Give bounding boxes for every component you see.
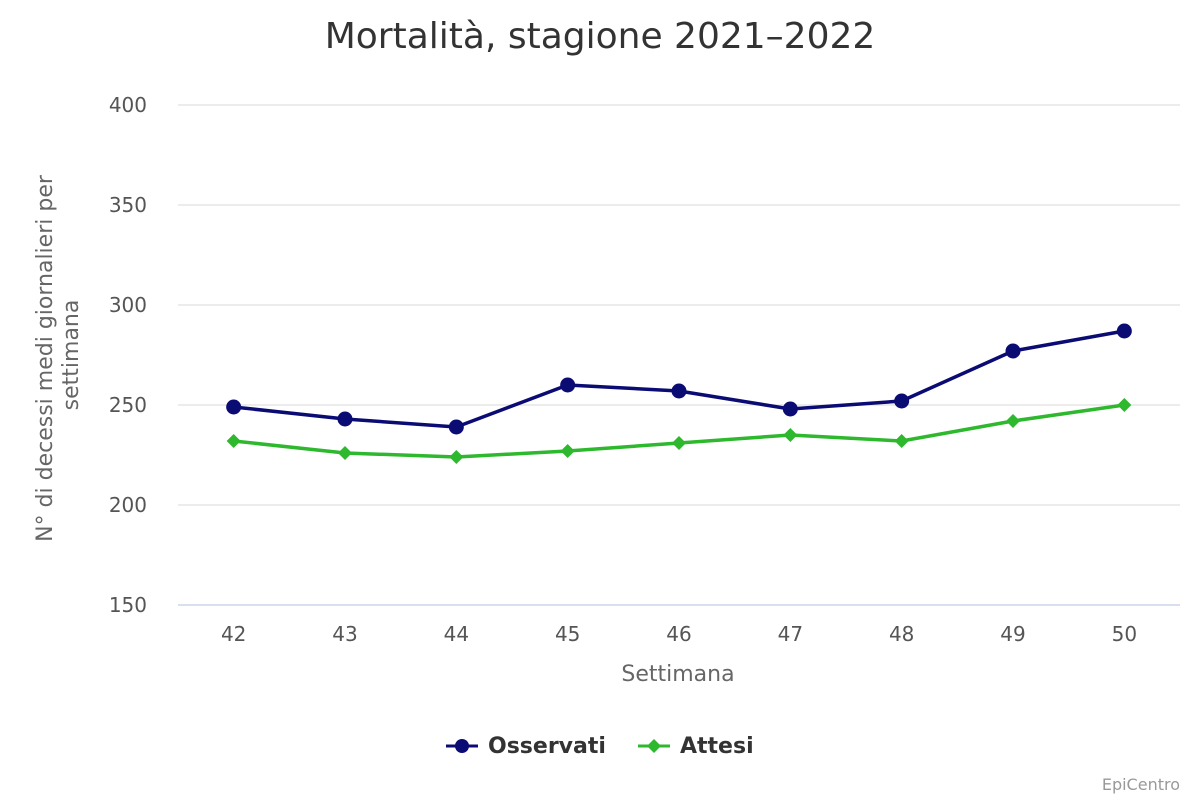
x-tick-label-45: 45 bbox=[555, 622, 580, 646]
x-tick-label-43: 43 bbox=[332, 622, 357, 646]
data-point-osservati-44[interactable] bbox=[448, 419, 464, 435]
x-tick-label-49: 49 bbox=[1000, 622, 1025, 646]
x-tick-label-48: 48 bbox=[889, 622, 914, 646]
data-point-attesi-47[interactable] bbox=[783, 428, 798, 442]
y-axis-tick-labels: 150 200 250 300 350 400 bbox=[109, 93, 147, 617]
y-tick-label-350: 350 bbox=[109, 193, 147, 217]
y-axis-title-line-1: N° di decessi medi giornalieri per bbox=[33, 174, 58, 542]
legend-item-attesi[interactable]: Attesi bbox=[638, 734, 754, 759]
data-point-osservati-49[interactable] bbox=[1005, 343, 1021, 359]
y-tick-label-250: 250 bbox=[109, 393, 147, 417]
y-tick-label-300: 300 bbox=[109, 293, 147, 317]
data-point-attesi-46[interactable] bbox=[672, 436, 686, 450]
x-tick-label-47: 47 bbox=[778, 622, 803, 646]
x-tick-label-42: 42 bbox=[221, 622, 246, 646]
data-point-attesi-49[interactable] bbox=[1006, 414, 1020, 428]
data-series bbox=[226, 323, 1132, 464]
data-point-attesi-42[interactable] bbox=[226, 434, 241, 448]
data-point-attesi-43[interactable] bbox=[338, 446, 352, 460]
series-line-osservati bbox=[231, 329, 1127, 429]
y-axis-title-line-2: settimana bbox=[59, 300, 84, 411]
legend[interactable]: Osservati Attesi bbox=[446, 734, 754, 759]
data-point-osservati-42[interactable] bbox=[226, 399, 242, 415]
data-point-attesi-45[interactable] bbox=[560, 444, 575, 458]
data-point-osservati-43[interactable] bbox=[337, 411, 353, 427]
x-axis-title: Settimana bbox=[621, 662, 734, 687]
series-osservati bbox=[226, 323, 1132, 435]
y-axis-title: N° di decessi medi giornalieri per setti… bbox=[33, 168, 84, 542]
data-point-osservati-48[interactable] bbox=[894, 393, 910, 409]
data-point-osservati-46[interactable] bbox=[671, 383, 687, 399]
legend-item-osservati[interactable]: Osservati bbox=[446, 734, 606, 759]
legend-attesi-label: Attesi bbox=[680, 734, 754, 759]
credit-link[interactable]: EpiCentro bbox=[1102, 775, 1180, 794]
x-tick-label-50: 50 bbox=[1112, 622, 1137, 646]
y-tick-label-200: 200 bbox=[109, 493, 147, 517]
data-point-attesi-48[interactable] bbox=[894, 434, 909, 448]
y-tick-label-400: 400 bbox=[109, 93, 147, 117]
legend-attesi-marker-icon bbox=[647, 739, 661, 753]
y-tick-label-150: 150 bbox=[109, 593, 147, 617]
legend-osservati-label: Osservati bbox=[488, 734, 606, 759]
series-attesi bbox=[226, 398, 1132, 464]
legend-osservati-marker-icon bbox=[455, 739, 469, 753]
chart-title: Mortalità, stagione 2021–2022 bbox=[325, 16, 876, 57]
gridlines bbox=[178, 104, 1180, 606]
x-axis-tick-labels: 42 43 44 45 46 47 48 49 50 bbox=[221, 622, 1137, 646]
data-point-osservati-45[interactable] bbox=[560, 377, 576, 393]
data-point-attesi-50[interactable] bbox=[1117, 398, 1132, 412]
data-point-attesi-44[interactable] bbox=[449, 450, 464, 464]
data-point-osservati-47[interactable] bbox=[782, 401, 798, 417]
x-tick-label-46: 46 bbox=[666, 622, 691, 646]
x-tick-label-44: 44 bbox=[444, 622, 469, 646]
data-point-osservati-50[interactable] bbox=[1116, 323, 1132, 339]
